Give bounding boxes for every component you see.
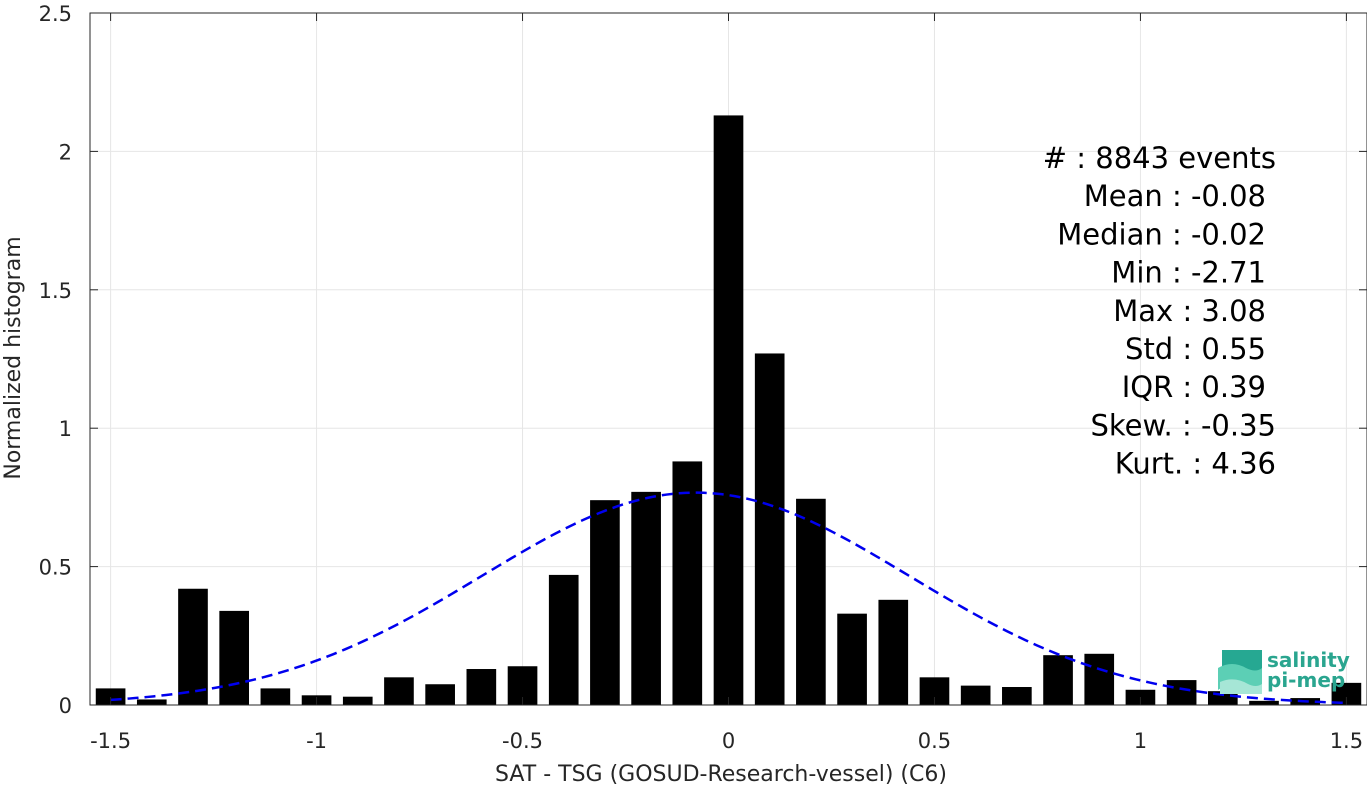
bar <box>1084 653 1115 705</box>
stat-line: Skew. : -0.35 <box>1090 408 1276 442</box>
bar <box>342 696 373 705</box>
y-axis-ticks: 0 0.5 1 1.5 2 2.5 <box>39 2 1367 718</box>
logo-text-line2: pi-mep <box>1267 668 1345 692</box>
bar <box>1249 700 1279 705</box>
bar <box>1043 655 1073 705</box>
stat-line: Mean : -0.08 <box>1084 179 1266 213</box>
stat-line: Kurt. : 4.36 <box>1115 447 1276 481</box>
bar <box>384 677 414 705</box>
x-tick-label: 1 <box>1134 729 1147 753</box>
salinity-pi-mep-logo: salinity pi-mep <box>1218 648 1350 694</box>
y-axis-label: Normalized histogram <box>1 236 26 479</box>
bar <box>219 610 250 705</box>
bar <box>590 500 620 705</box>
bar <box>1331 682 1362 705</box>
wave-logo-icon <box>1218 650 1262 694</box>
statistics-annotation: # : 8843 events Mean : -0.08 Median : -0.0… <box>1043 141 1276 481</box>
bar <box>95 688 126 705</box>
bar <box>1166 680 1197 705</box>
bar <box>672 461 703 705</box>
bar <box>178 588 208 705</box>
bar <box>796 498 826 705</box>
bar <box>878 599 909 705</box>
stat-line: # : 8843 events <box>1043 141 1276 175</box>
bar <box>837 613 867 705</box>
x-tick-label: 0.5 <box>918 729 951 753</box>
bar <box>466 669 497 705</box>
x-tick-label: -0.5 <box>502 729 543 753</box>
stat-line: Max : 3.08 <box>1113 294 1266 328</box>
stat-line: Std : 0.55 <box>1125 332 1266 366</box>
y-tick-label: 0 <box>59 694 72 718</box>
y-tick-label: 0.5 <box>39 556 72 580</box>
stat-line: Min : -2.71 <box>1111 256 1266 290</box>
bar <box>260 688 291 705</box>
gaussian-fit-curve <box>110 491 1347 705</box>
stat-line: Median : -0.02 <box>1057 217 1266 251</box>
histogram-bars <box>95 115 1362 705</box>
y-tick-label: 1 <box>59 417 72 441</box>
x-tick-label: 0 <box>722 729 735 753</box>
bar <box>960 685 991 705</box>
x-tick-label: 1.5 <box>1330 729 1363 753</box>
y-tick-label: 1.5 <box>39 279 72 303</box>
x-tick-label: -1 <box>306 729 327 753</box>
y-tick-label: 2.5 <box>39 2 72 26</box>
stat-line: IQR : 0.39 <box>1122 370 1266 404</box>
y-tick-label: 2 <box>59 140 72 164</box>
x-axis-label: SAT - TSG (GOSUD-Research-vessel) (C6) <box>495 762 947 785</box>
x-axis-ticks: -1.5 -1 -0.5 0 0.5 1 1.5 <box>90 13 1363 753</box>
x-tick-label: -1.5 <box>90 729 131 753</box>
logo-text-line1: salinity <box>1267 648 1350 672</box>
bar <box>713 115 744 705</box>
bar <box>136 699 167 705</box>
bar <box>548 574 579 705</box>
bar <box>1002 687 1032 705</box>
bar <box>754 353 785 705</box>
bar <box>425 684 455 705</box>
bar <box>631 491 661 705</box>
